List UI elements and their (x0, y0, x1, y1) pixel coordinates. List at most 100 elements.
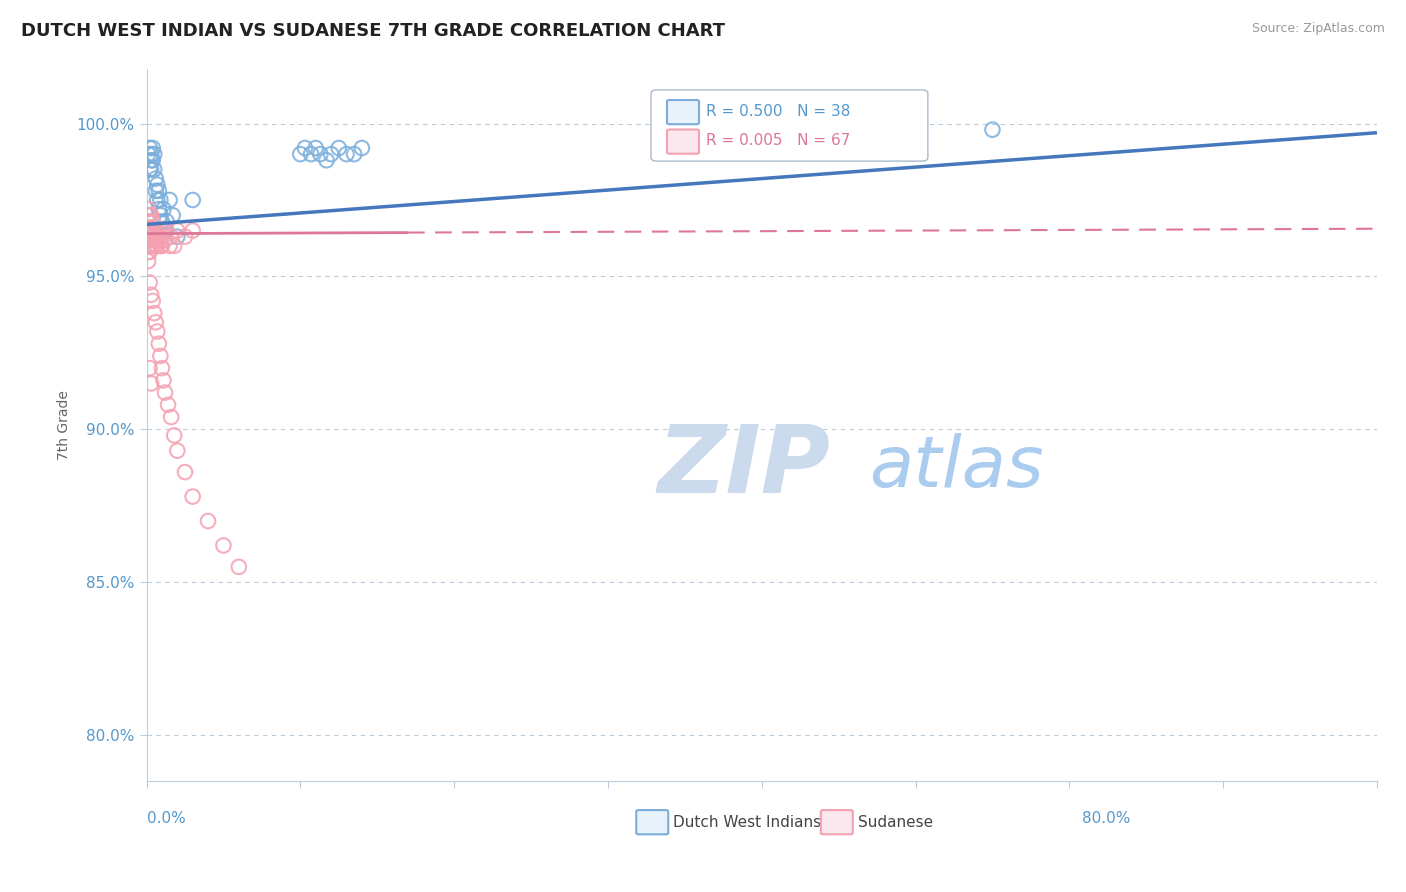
Point (142, 223, 165, 237)
Point (197, 514, 219, 528)
Point (138, 361, 160, 376)
Point (294, 141, 316, 155)
Point (141, 147, 163, 161)
Point (153, 385, 176, 400)
Text: Sudanese: Sudanese (858, 814, 932, 830)
Point (138, 208, 160, 222)
Point (166, 443, 188, 458)
Point (138, 141, 160, 155)
Point (155, 214, 177, 228)
Point (138, 223, 160, 237)
Point (141, 376, 163, 391)
Point (150, 214, 173, 228)
Point (152, 373, 174, 387)
Point (145, 223, 167, 237)
Point (136, 214, 159, 228)
Point (163, 428, 186, 442)
Point (150, 223, 173, 237)
Point (141, 223, 163, 237)
Point (136, 227, 159, 241)
Point (145, 171, 167, 186)
Point (328, 141, 350, 155)
Point (157, 398, 180, 412)
Point (148, 336, 170, 351)
Point (143, 223, 166, 237)
Point (148, 233, 170, 247)
Point (315, 153, 337, 168)
Point (160, 410, 183, 425)
Point (142, 153, 165, 168)
Point (141, 239, 163, 253)
FancyBboxPatch shape (666, 129, 699, 153)
Point (343, 147, 366, 161)
Text: 0.0%: 0.0% (146, 812, 186, 827)
Point (136, 202, 159, 216)
Point (149, 349, 172, 363)
Text: R = 0.500   N = 38: R = 0.500 N = 38 (706, 103, 851, 119)
Point (145, 239, 167, 253)
Point (981, 122, 1004, 136)
Point (142, 233, 165, 247)
Point (138, 214, 160, 228)
Point (142, 293, 165, 308)
Point (163, 239, 186, 253)
Point (146, 229, 169, 244)
Point (166, 223, 188, 237)
Point (152, 202, 174, 216)
Point (181, 223, 204, 237)
Point (148, 202, 170, 216)
FancyBboxPatch shape (651, 90, 928, 161)
Text: atlas: atlas (869, 433, 1043, 502)
Point (136, 244, 159, 259)
Point (290, 147, 312, 161)
Point (146, 239, 169, 253)
Point (181, 193, 204, 207)
Point (148, 223, 170, 237)
Point (138, 239, 160, 253)
Point (142, 239, 165, 253)
Point (146, 178, 169, 192)
Point (153, 233, 176, 247)
Point (174, 465, 197, 479)
Point (181, 490, 204, 504)
FancyBboxPatch shape (821, 810, 853, 834)
Point (146, 193, 169, 207)
Point (136, 220, 159, 235)
Text: Source: ZipAtlas.com: Source: ZipAtlas.com (1251, 22, 1385, 36)
Text: 80.0%: 80.0% (1083, 812, 1130, 827)
Point (138, 276, 160, 290)
Point (305, 141, 328, 155)
Point (143, 239, 166, 253)
Text: DUTCH WEST INDIAN VS SUDANESE 7TH GRADE CORRELATION CHART: DUTCH WEST INDIAN VS SUDANESE 7TH GRADE … (21, 22, 725, 40)
Text: R = 0.005   N = 67: R = 0.005 N = 67 (706, 134, 851, 148)
Point (159, 193, 181, 207)
Point (145, 315, 167, 329)
Point (162, 208, 184, 222)
Point (138, 162, 160, 177)
Point (228, 560, 250, 574)
Point (143, 229, 166, 244)
Point (143, 147, 166, 161)
Point (299, 147, 322, 161)
Point (166, 229, 188, 244)
Point (141, 153, 163, 168)
Point (136, 208, 159, 222)
Point (149, 229, 172, 244)
Point (138, 229, 160, 244)
Point (153, 223, 176, 237)
Point (309, 147, 332, 161)
Text: Dutch West Indians: Dutch West Indians (673, 814, 821, 830)
Point (142, 141, 165, 155)
Text: ZIP: ZIP (657, 421, 830, 514)
Point (174, 229, 197, 244)
Point (159, 239, 181, 253)
Point (145, 184, 167, 198)
Point (149, 239, 172, 253)
Point (150, 239, 173, 253)
FancyBboxPatch shape (637, 810, 668, 834)
Point (136, 147, 159, 161)
Point (136, 254, 159, 268)
Point (145, 233, 167, 247)
Point (350, 141, 373, 155)
Point (143, 162, 166, 177)
